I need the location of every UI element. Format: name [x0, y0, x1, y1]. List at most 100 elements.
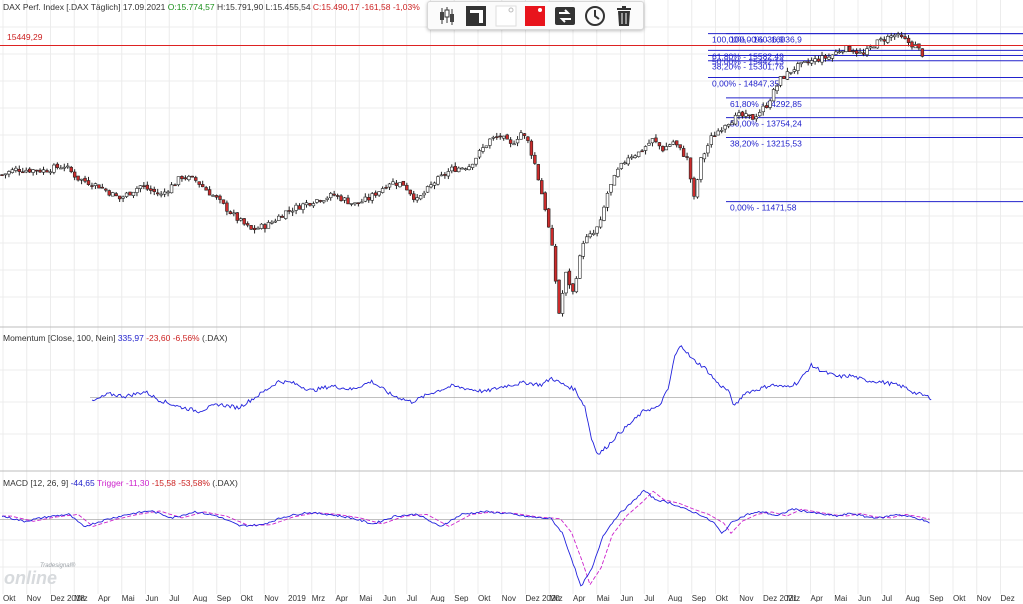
candle-up [52, 164, 56, 173]
candle-up [564, 271, 568, 294]
candle-up [733, 114, 738, 125]
x-tick-label: Apr [811, 594, 824, 602]
candle-down [373, 192, 378, 196]
candle-down [149, 188, 153, 191]
candle-up [62, 166, 66, 169]
candle-up [79, 178, 84, 181]
fib-label: 38,20% - 13215,53 [730, 138, 802, 148]
candle-down [145, 184, 150, 190]
candle-up [892, 34, 897, 38]
candle-up [470, 163, 475, 168]
x-tick-label: Mai [122, 594, 135, 602]
momentum-title: Momentum [Close, 100, Nein] 335,97 -23,6… [3, 333, 228, 343]
x-tick-label: Dez 2018 [51, 594, 86, 602]
candle-up [841, 50, 845, 53]
candle-down [408, 189, 412, 195]
candle-down [847, 45, 852, 52]
candle-up [311, 203, 316, 207]
candle-up [799, 61, 803, 65]
candle-up [768, 100, 772, 108]
header-info: DAX Perf. Index [.DAX Täglich] 17.09.202… [3, 2, 420, 12]
fib-label: 61,80% - 15582,49 [712, 51, 784, 61]
candle-down [713, 135, 717, 138]
candle-down [204, 187, 208, 191]
candle-up [668, 144, 672, 147]
candle-up [647, 142, 651, 146]
candle-down [540, 180, 544, 195]
trigger-label: Trigger [96, 478, 124, 488]
candle-up [481, 147, 485, 152]
candle-up [138, 185, 143, 189]
candle-up [792, 69, 797, 72]
candle-up [809, 60, 814, 64]
candle-up [574, 278, 579, 293]
x-tick-label: Jul [644, 594, 654, 602]
x-tick-label: Okt [3, 594, 16, 602]
candle-down [346, 197, 350, 205]
candle-up [716, 130, 720, 136]
candle-up [872, 46, 876, 49]
candle-up [488, 138, 492, 146]
candle-down [249, 225, 253, 230]
x-tick-label: Dez 2020 [526, 594, 561, 602]
x-tick-label: Okt [241, 594, 254, 602]
candle-up [695, 179, 700, 198]
fill-color-icon[interactable] [523, 4, 547, 28]
x-tick-label: Mrz [74, 594, 87, 602]
candle-up [616, 168, 620, 177]
candle-up [439, 174, 444, 177]
candle-up [886, 36, 890, 43]
clock-icon[interactable] [583, 4, 607, 28]
trash-icon[interactable] [612, 4, 636, 28]
candle-down [543, 192, 547, 211]
candle-down [97, 184, 101, 189]
candle-down [45, 170, 49, 173]
candle-down [180, 175, 184, 180]
macd-title: MACD [12, 26, 9] -44,65 Trigger -11,30 -… [3, 478, 238, 488]
fibonacci-lines: 100,00% - 16036,9 61,80% - 15582,4950,00%… [708, 33, 1023, 213]
candle-up [619, 162, 624, 169]
candle-down [34, 169, 39, 172]
fib-label: 100,00% - 16036,9 [730, 35, 802, 45]
candle-up [896, 33, 900, 36]
candle-up [232, 212, 236, 215]
candle-up [59, 167, 63, 170]
momentum-value: 335,97 [117, 333, 144, 343]
candle-up [785, 71, 790, 80]
candlestick-icon[interactable] [435, 4, 459, 28]
candle-down [280, 215, 284, 218]
candle-up [159, 193, 163, 196]
candle-down [104, 188, 108, 191]
candle-down [335, 195, 340, 197]
momentum-symbol: (.DAX) [202, 333, 228, 343]
candle-up [858, 51, 862, 54]
x-tick-label: Okt [716, 594, 729, 602]
x-tick-label: Dez 2021 [763, 594, 798, 602]
candle-down [117, 195, 122, 200]
candle-down [356, 202, 361, 204]
candle-down [553, 245, 558, 282]
bar-color-icon[interactable] [464, 4, 488, 28]
candle-down [17, 169, 21, 172]
candle-up [450, 166, 454, 172]
candle-up [187, 176, 191, 181]
x-tick-label: Nov [739, 594, 753, 602]
candle-up [277, 215, 281, 221]
candle-up [512, 143, 516, 146]
candle-down [228, 211, 233, 215]
fib-label: 0,00% - 14847,35 [712, 78, 779, 88]
candle-down [678, 144, 682, 149]
candle-up [630, 156, 634, 159]
candle-down [107, 190, 111, 196]
candle-down [200, 184, 205, 188]
candle-down [367, 197, 371, 201]
candle-up [315, 199, 319, 203]
candle-up [432, 182, 437, 186]
background-color-icon[interactable] [494, 4, 518, 28]
move-icon[interactable] [553, 4, 577, 28]
candle-up [595, 226, 599, 234]
candle-up [515, 139, 520, 144]
fib-label: 50,00% - 15442,13 [712, 57, 784, 67]
x-tick-label: Sep [217, 594, 232, 602]
